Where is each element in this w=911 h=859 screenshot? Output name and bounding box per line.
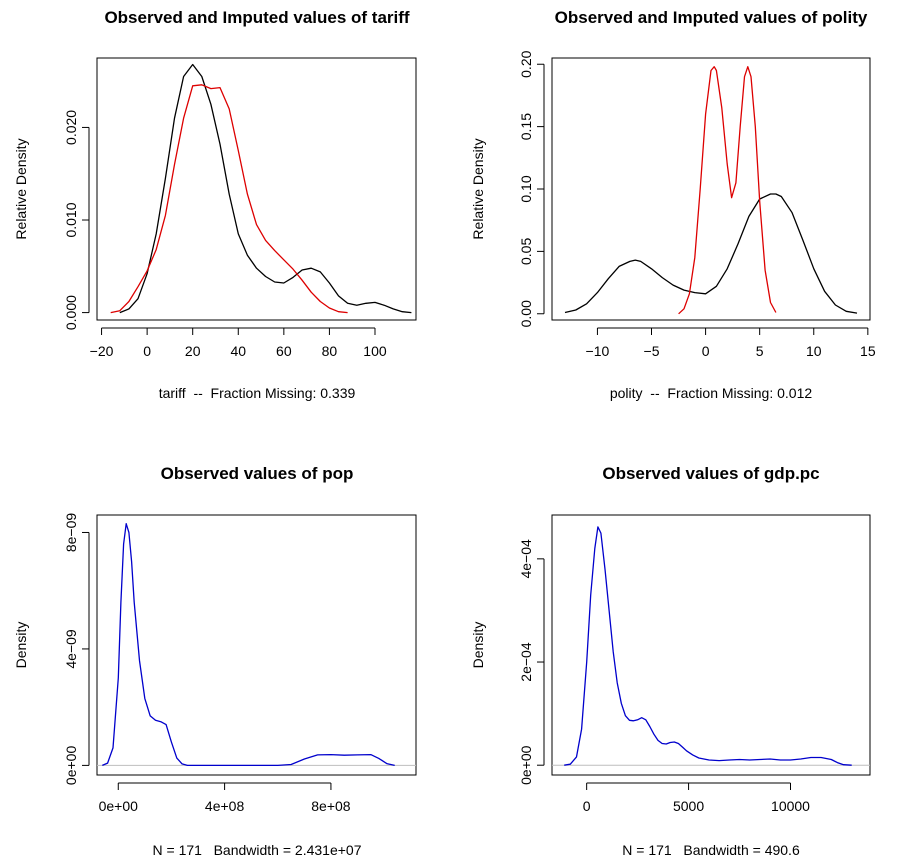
plot-frame xyxy=(96,514,417,776)
x-tick-label: 80 xyxy=(322,343,338,359)
y-axis-label: Relative Density xyxy=(470,138,486,239)
y-tick-label: 0.020 xyxy=(63,110,79,145)
x-tick-label: 20 xyxy=(185,343,201,359)
y-tick-label: 4e−09 xyxy=(63,629,79,669)
y-axis-label: Density xyxy=(13,622,29,669)
x-tick-label: 0 xyxy=(143,343,151,359)
y-tick-label: 4e−04 xyxy=(518,539,534,579)
x-tick-label: −10 xyxy=(586,343,610,359)
x-tick-label: 40 xyxy=(230,343,246,359)
x-tick-label: 5 xyxy=(756,343,764,359)
y-tick-label: 0.10 xyxy=(518,175,534,202)
chart-panel-1: Observed and Imputed values of tariff −20… xyxy=(13,8,417,401)
chart-title: Observed and Imputed values of polity xyxy=(555,8,868,27)
y-tick-label: 0.00 xyxy=(518,300,534,327)
y-axis-label: Density xyxy=(470,622,486,669)
x-tick-label: 100 xyxy=(363,343,387,359)
y-axis-label: Relative Density xyxy=(13,138,29,239)
plot-frame xyxy=(551,57,871,321)
x-tick-label: 15 xyxy=(860,343,876,359)
x-tick-label: −20 xyxy=(90,343,114,359)
plot-frame xyxy=(551,514,871,776)
x-tick-label: −5 xyxy=(644,343,660,359)
density-line-1 xyxy=(119,63,412,314)
y-tick-label: 8e−09 xyxy=(63,513,79,553)
chart-title: Observed and Imputed values of tariff xyxy=(104,8,409,27)
y-tick-label: 2e−04 xyxy=(518,642,534,682)
x-axis-label: tariff -- Fraction Missing: 0.339 xyxy=(159,385,356,401)
chart-title: Observed values of pop xyxy=(161,464,354,483)
x-axis-label: N = 171 Bandwidth = 490.6 xyxy=(622,842,800,858)
density-line-2 xyxy=(110,84,348,314)
plot-frame xyxy=(96,57,417,321)
x-tick-label: 60 xyxy=(276,343,292,359)
x-tick-label: 10 xyxy=(806,343,822,359)
x-tick-label: 0e+00 xyxy=(99,798,139,814)
x-axis-label: N = 171 Bandwidth = 2.431e+07 xyxy=(153,842,362,858)
x-tick-label: 4e+08 xyxy=(205,798,245,814)
y-tick-label: 0e+00 xyxy=(63,746,79,786)
x-tick-label: 10000 xyxy=(771,798,810,814)
chart-panel-2: Observed and Imputed values of polity −10… xyxy=(470,8,876,401)
y-tick-label: 0.05 xyxy=(518,238,534,265)
x-tick-label: 0 xyxy=(583,798,591,814)
density-line-1 xyxy=(564,193,858,314)
y-tick-label: 0.20 xyxy=(518,50,534,77)
density-line-1 xyxy=(564,526,852,766)
x-axis-label: polity -- Fraction Missing: 0.012 xyxy=(610,385,813,401)
density-line-2 xyxy=(678,66,777,315)
density-line-1 xyxy=(102,523,395,767)
chart-title: Observed values of gdp.pc xyxy=(602,464,819,483)
chart-panel-4: Observed values of gdp.pc 0 5000 10000 0e+00… xyxy=(470,464,871,858)
y-tick-label: 0.000 xyxy=(63,295,79,330)
x-tick-label: 0 xyxy=(702,343,710,359)
chart-panel-3: Observed values of pop 0e+00 4e+08 8e+08 0e+… xyxy=(13,464,417,858)
y-tick-label: 0e+00 xyxy=(518,745,534,785)
x-tick-label: 8e+08 xyxy=(311,798,351,814)
x-tick-label: 5000 xyxy=(673,798,704,814)
y-tick-label: 0.010 xyxy=(63,202,79,237)
y-tick-label: 0.15 xyxy=(518,113,534,140)
